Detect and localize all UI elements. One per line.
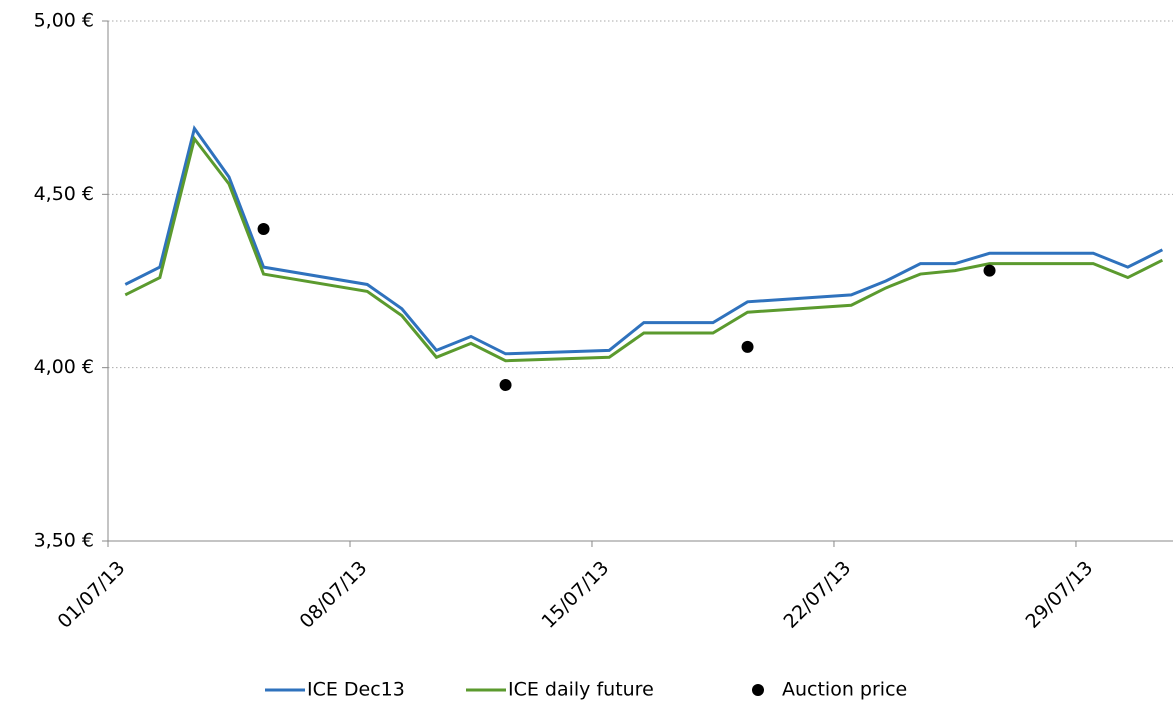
- x-tick-label: 01/07/13: [54, 557, 130, 633]
- y-tick-label: 4,50 €: [34, 183, 94, 205]
- y-tick-label: 3,50 €: [34, 530, 94, 552]
- x-tick-label: 29/07/13: [1021, 557, 1097, 633]
- auction-dot: [741, 340, 754, 353]
- auction-dot: [257, 223, 270, 235]
- legend-marker: [752, 684, 764, 696]
- y-tick-label: 5,00 €: [34, 10, 94, 32]
- legend-label: ICE daily future: [508, 679, 654, 701]
- legend-label: Auction price: [782, 679, 907, 701]
- x-tick-label: 15/07/13: [538, 557, 614, 633]
- y-tick-label: 4,00 €: [34, 356, 94, 378]
- series-line: [124, 124, 1164, 356]
- auction-dot: [983, 264, 996, 277]
- x-tick-label: 22/07/13: [779, 557, 855, 633]
- series-line: [124, 135, 1164, 363]
- x-tick-label: 08/07/13: [296, 557, 372, 633]
- legend-label: ICE Dec13: [307, 679, 405, 701]
- auction-dot: [499, 379, 512, 391]
